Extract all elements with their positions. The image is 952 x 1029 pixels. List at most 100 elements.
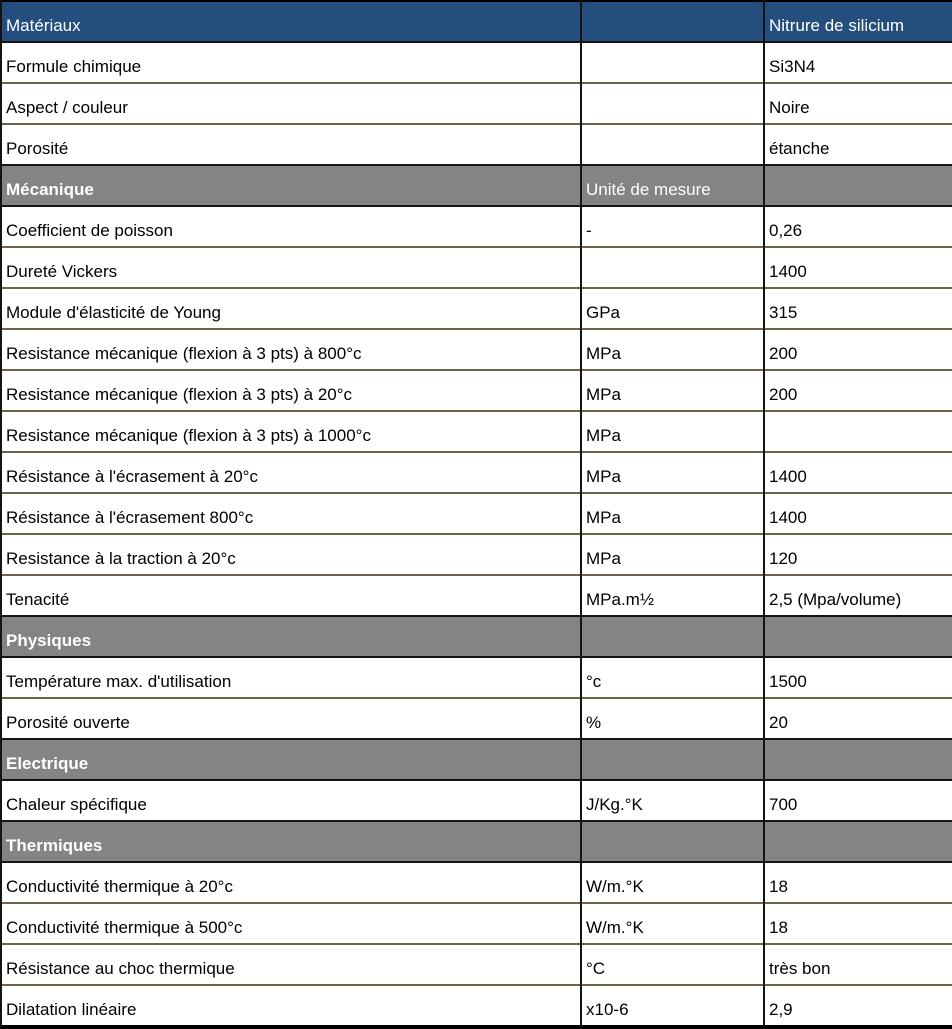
- section-row: Thermiques: [0, 820, 952, 863]
- table-row: Résistance à l'écrasement à 20°c MPa 140…: [0, 451, 952, 493]
- property-cell: Résistance à l'écrasement à 20°c: [0, 451, 582, 493]
- property-cell: Température max. d'utilisation: [0, 656, 582, 698]
- value-cell: 2,5 (Mpa/volume): [763, 574, 952, 616]
- property-cell: Formule chimique: [0, 41, 582, 83]
- value-cell: 700: [763, 779, 952, 821]
- unit-cell: W/m.°K: [580, 902, 765, 944]
- unit-cell: MPa.m½: [580, 574, 765, 616]
- value-cell: 1400: [763, 246, 952, 288]
- table-row: Conductivité thermique à 20°c W/m.°K 18: [0, 861, 952, 903]
- property-cell: Coefficient de poisson: [0, 205, 582, 247]
- unit-cell: -: [580, 205, 765, 247]
- unit-cell: Unité de mesure: [580, 164, 765, 207]
- property-cell: Porosité: [0, 123, 582, 165]
- value-cell: 200: [763, 369, 952, 411]
- value-cell: 120: [763, 533, 952, 575]
- header-empty-cell: [580, 1, 765, 43]
- unit-cell: [580, 820, 765, 863]
- table-row: Porosité ouverte % 20: [0, 697, 952, 739]
- value-cell: 18: [763, 902, 952, 944]
- value-cell: étanche: [763, 123, 952, 165]
- table-row: Dilatation linéaire x10-6 2,9: [0, 984, 952, 1027]
- unit-cell: MPa: [580, 369, 765, 411]
- table-row: Dureté Vickers 1400: [0, 246, 952, 288]
- value-cell: 18: [763, 861, 952, 903]
- table-row: Resistance mécanique (flexion à 3 pts) à…: [0, 410, 952, 452]
- value-cell: 200: [763, 328, 952, 370]
- unit-cell: MPa: [580, 492, 765, 534]
- table-row: Conductivité thermique à 500°c W/m.°K 18: [0, 902, 952, 944]
- unit-cell: J/Kg.°K: [580, 779, 765, 821]
- unit-cell: [580, 615, 765, 658]
- property-cell: Resistance à la traction à 20°c: [0, 533, 582, 575]
- header-materials-label: Matériaux: [0, 1, 582, 43]
- unit-cell: MPa: [580, 451, 765, 493]
- value-cell: 0,26: [763, 205, 952, 247]
- table-row: Formule chimique Si3N4: [0, 41, 952, 83]
- unit-cell: °c: [580, 656, 765, 698]
- table-row: Resistance mécanique (flexion à 3 pts) à…: [0, 369, 952, 411]
- header-material-name: Nitrure de silicium: [763, 1, 952, 43]
- property-cell: Resistance mécanique (flexion à 3 pts) à…: [0, 328, 582, 370]
- property-cell: Porosité ouverte: [0, 697, 582, 739]
- unit-cell: %: [580, 697, 765, 739]
- value-cell: 1400: [763, 492, 952, 534]
- unit-cell: GPa: [580, 287, 765, 329]
- table-row: Resistance mécanique (flexion à 3 pts) à…: [0, 328, 952, 370]
- unit-cell: MPa: [580, 328, 765, 370]
- table-row: Résistance à l'écrasement 800°c MPa 1400: [0, 492, 952, 534]
- table-row: Température max. d'utilisation °c 1500: [0, 656, 952, 698]
- property-cell: Resistance mécanique (flexion à 3 pts) à…: [0, 369, 582, 411]
- table-row: Chaleur spécifique J/Kg.°K 700: [0, 779, 952, 821]
- unit-cell: °C: [580, 943, 765, 985]
- unit-cell: x10-6: [580, 984, 765, 1027]
- unit-cell: MPa: [580, 533, 765, 575]
- section-row: Electrique: [0, 738, 952, 781]
- value-cell: très bon: [763, 943, 952, 985]
- table-body: Formule chimique Si3N4 Aspect / couleur …: [0, 41, 952, 1027]
- unit-cell: [580, 123, 765, 165]
- unit-cell: MPa: [580, 410, 765, 452]
- table-row: Aspect / couleur Noire: [0, 82, 952, 124]
- table-row: Coefficient de poisson - 0,26: [0, 205, 952, 247]
- value-cell: [763, 164, 952, 207]
- property-cell: Physiques: [0, 615, 582, 658]
- table-row: Tenacité MPa.m½ 2,5 (Mpa/volume): [0, 574, 952, 616]
- section-row: Physiques: [0, 615, 952, 658]
- property-cell: Electrique: [0, 738, 582, 781]
- property-cell: Chaleur spécifique: [0, 779, 582, 821]
- unit-cell: [580, 246, 765, 288]
- table-row: Resistance à la traction à 20°c MPa 120: [0, 533, 952, 575]
- property-cell: Conductivité thermique à 20°c: [0, 861, 582, 903]
- unit-cell: [580, 82, 765, 124]
- table-row: Résistance au choc thermique °C très bon: [0, 943, 952, 985]
- property-cell: Module d'élasticité de Young: [0, 287, 582, 329]
- value-cell: Si3N4: [763, 41, 952, 83]
- property-cell: Thermiques: [0, 820, 582, 863]
- value-cell: [763, 820, 952, 863]
- value-cell: [763, 410, 952, 452]
- property-cell: Résistance à l'écrasement 800°c: [0, 492, 582, 534]
- property-cell: Resistance mécanique (flexion à 3 pts) à…: [0, 410, 582, 452]
- value-cell: 315: [763, 287, 952, 329]
- value-cell: Noire: [763, 82, 952, 124]
- property-cell: Conductivité thermique à 500°c: [0, 902, 582, 944]
- table-header-row: Matériaux Nitrure de silicium: [0, 1, 952, 43]
- property-cell: Dureté Vickers: [0, 246, 582, 288]
- property-cell: Dilatation linéaire: [0, 984, 582, 1027]
- unit-cell: [580, 738, 765, 781]
- value-cell: [763, 615, 952, 658]
- value-cell: 1400: [763, 451, 952, 493]
- property-cell: Aspect / couleur: [0, 82, 582, 124]
- property-cell: Tenacité: [0, 574, 582, 616]
- value-cell: [763, 738, 952, 781]
- value-cell: 2,9: [763, 984, 952, 1027]
- unit-cell: [580, 41, 765, 83]
- property-cell: Mécanique: [0, 164, 582, 207]
- unit-cell: W/m.°K: [580, 861, 765, 903]
- section-row: Mécanique Unité de mesure: [0, 164, 952, 207]
- value-cell: 20: [763, 697, 952, 739]
- table-row: Module d'élasticité de Young GPa 315: [0, 287, 952, 329]
- value-cell: 1500: [763, 656, 952, 698]
